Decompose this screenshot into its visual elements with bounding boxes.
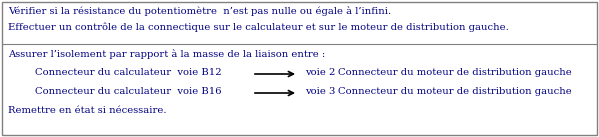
Text: voie 3: voie 3 — [305, 87, 335, 96]
Text: Remettre en état si nécessaire.: Remettre en état si nécessaire. — [8, 106, 167, 115]
Text: Vérifier si la résistance du potentiomètre  n’est pas nulle ou égale à l’infini.: Vérifier si la résistance du potentiomèt… — [8, 6, 391, 16]
Text: Connecteur du moteur de distribution gauche: Connecteur du moteur de distribution gau… — [338, 68, 572, 77]
Text: Connecteur du calculateur  voie B16: Connecteur du calculateur voie B16 — [35, 87, 222, 96]
Text: Effectuer un contrôle de la connectique sur le calculateur et sur le moteur de d: Effectuer un contrôle de la connectique … — [8, 23, 509, 32]
Text: Connecteur du moteur de distribution gauche: Connecteur du moteur de distribution gau… — [338, 87, 572, 96]
Text: voie 2: voie 2 — [305, 68, 335, 77]
Text: Assurer l’isolement par rapport à la masse de la liaison entre :: Assurer l’isolement par rapport à la mas… — [8, 49, 325, 59]
Text: Connecteur du calculateur  voie B12: Connecteur du calculateur voie B12 — [35, 68, 222, 77]
